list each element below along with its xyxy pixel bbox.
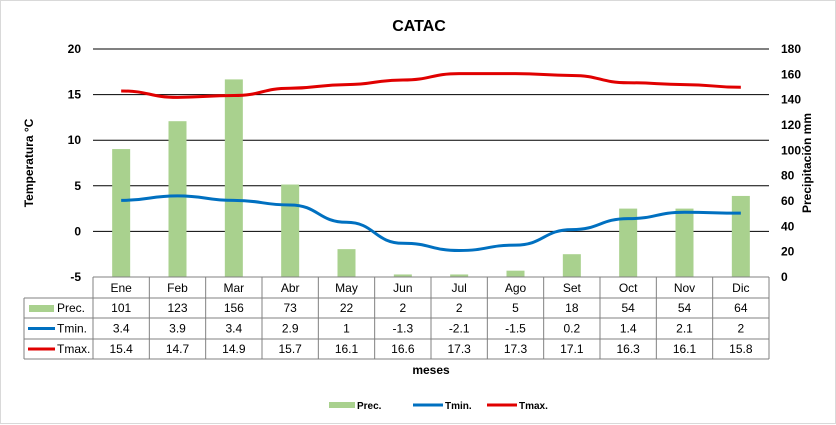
- legend-prec-icon: [329, 402, 355, 408]
- table-cell: 3.9: [169, 322, 186, 336]
- table-cell: 16.1: [335, 342, 359, 356]
- y-right-label: Precipitación mm: [800, 113, 814, 213]
- table-row-label: Tmin.: [57, 322, 87, 336]
- table-cell: 54: [621, 301, 635, 315]
- bar-prec: [619, 208, 638, 277]
- x-tick-label: Set: [563, 281, 582, 295]
- table-cell: 2.1: [676, 322, 693, 336]
- table-cell: 2.9: [282, 322, 299, 336]
- x-tick-label: Ene: [110, 281, 132, 295]
- x-tick-label: Jul: [451, 281, 466, 295]
- y-right-tick: 120: [781, 118, 801, 132]
- table-cell: 2: [456, 301, 463, 315]
- table-cell: 15.8: [729, 342, 753, 356]
- bar-prec: [337, 249, 356, 277]
- x-tick-label: Oct: [619, 281, 638, 295]
- table-cell: 1.4: [620, 322, 637, 336]
- table-cell: 3.4: [225, 322, 242, 336]
- table-cell: 16.3: [616, 342, 640, 356]
- x-tick-label: Mar: [223, 281, 244, 295]
- table-cell: 5: [512, 301, 519, 315]
- bar-prec: [393, 274, 412, 277]
- table-cell: 15.7: [278, 342, 302, 356]
- x-tick-label: Ago: [505, 281, 527, 295]
- bar-prec: [112, 149, 131, 277]
- x-tick-label: May: [335, 281, 358, 295]
- bar-prec: [168, 121, 187, 277]
- y-right-tick: 0: [781, 270, 788, 284]
- x-tick-label: Abr: [281, 281, 300, 295]
- y-right-tick: 80: [781, 169, 795, 183]
- line-tmax: [121, 72, 741, 99]
- table-cell: 18: [565, 301, 579, 315]
- y-left-tick: 5: [74, 179, 81, 193]
- y-right-tick: 100: [781, 143, 801, 157]
- bar-prec: [224, 79, 243, 278]
- bar-prec: [506, 270, 525, 277]
- legend-label: Prec.: [357, 401, 382, 412]
- y-right-tick: 60: [781, 194, 795, 208]
- table-cell: 17.1: [560, 342, 584, 356]
- line-tmin: [121, 194, 741, 253]
- y-right-tick: 180: [781, 42, 801, 56]
- table-cell: 123: [167, 301, 187, 315]
- bar-prec: [675, 208, 694, 277]
- y-right-tick: 20: [781, 245, 795, 259]
- bar-prec: [562, 254, 581, 277]
- y-right-tick: 40: [781, 219, 795, 233]
- y-left-tick: 20: [68, 42, 82, 56]
- x-axis-label: meses: [412, 363, 450, 377]
- legend-swatch-prec: [29, 305, 54, 312]
- bar-prec: [450, 274, 469, 277]
- table-cell: 2: [737, 322, 744, 336]
- table-cell: 17.3: [504, 342, 528, 356]
- table-cell: -1.3: [392, 322, 413, 336]
- table-cell: 22: [340, 301, 354, 315]
- x-tick-label: Jun: [393, 281, 412, 295]
- table-cell: 17.3: [447, 342, 471, 356]
- table-cell: 0.2: [563, 322, 580, 336]
- table-cell: 156: [224, 301, 244, 315]
- y-left-tick: -5: [70, 270, 81, 284]
- table-cell: 73: [283, 301, 297, 315]
- x-tick-label: Feb: [167, 281, 188, 295]
- bar-prec: [731, 195, 750, 277]
- y-left-label: Temperatura °C: [22, 118, 36, 207]
- x-tick-label: Nov: [674, 281, 695, 295]
- table-cell: 54: [678, 301, 692, 315]
- table-cell: 2: [399, 301, 406, 315]
- table-cell: 101: [111, 301, 131, 315]
- bar-prec: [281, 184, 300, 277]
- x-tick-label: Dic: [732, 281, 749, 295]
- table-cell: 14.7: [166, 342, 190, 356]
- y-right-tick: 160: [781, 67, 801, 81]
- table-row-label: Tmax.: [57, 342, 90, 356]
- y-left-tick: 10: [68, 133, 82, 147]
- table-cell: 16.6: [391, 342, 415, 356]
- y-left-tick: 15: [68, 88, 82, 102]
- legend-label: Tmin.: [445, 401, 472, 412]
- y-right-tick: 140: [781, 93, 801, 107]
- chart-title: CATAC: [392, 18, 446, 35]
- legend-label: Tmax.: [519, 401, 548, 412]
- table-cell: 3.4: [113, 322, 130, 336]
- y-left-tick: 0: [74, 224, 81, 238]
- table-cell: 16.1: [673, 342, 697, 356]
- table-row-label: Prec.: [57, 301, 85, 315]
- table-cell: 14.9: [222, 342, 246, 356]
- table-cell: 1: [343, 322, 350, 336]
- table-cell: 64: [734, 301, 748, 315]
- table-cell: 15.4: [109, 342, 133, 356]
- table-cell: -2.1: [449, 322, 470, 336]
- table-cell: -1.5: [505, 322, 526, 336]
